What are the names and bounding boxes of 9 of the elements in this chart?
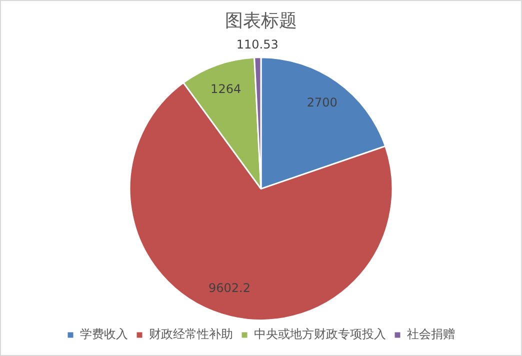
data-label: 1264 [210, 82, 242, 96]
data-label: 9602.2 [208, 281, 250, 296]
legend-label: 社会捐赠 [407, 327, 455, 342]
legend-label: 学费收入 [80, 327, 128, 342]
data-label: 110.53 [236, 38, 278, 52]
legend-label: 中央或地方财政专项投入 [254, 327, 386, 342]
data-label: 2700 [306, 95, 338, 110]
chart-title: 图表标题 [225, 10, 297, 32]
legend-label: 财政经常性补助 [149, 327, 233, 342]
